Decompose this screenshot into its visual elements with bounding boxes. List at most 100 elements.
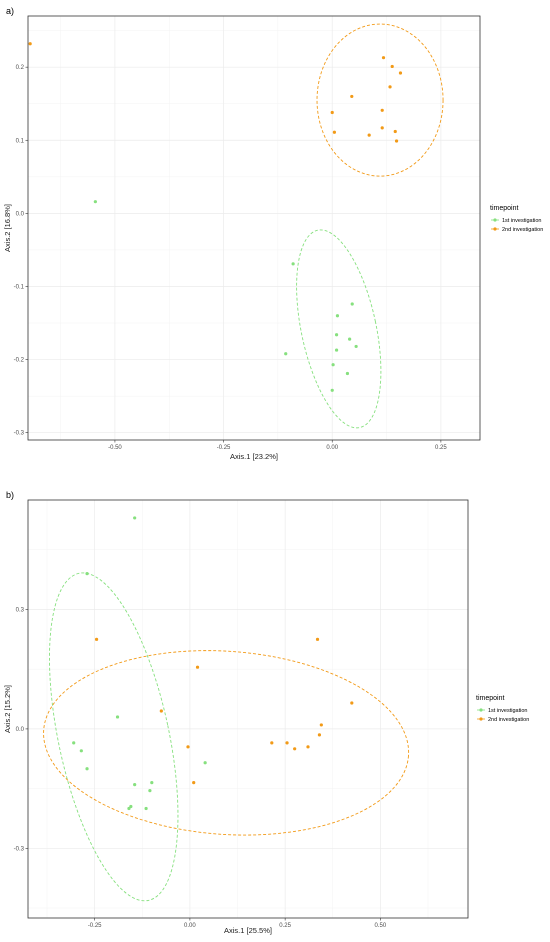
panel-a: a) -0.50 -0.25 0.00 0.25 0.2 0.1 0.0 -0.1 -0.2 -… [3, 6, 543, 461]
panel-a-x-axis-label: Axis.1 [23.2%] [230, 452, 278, 461]
panel-a-point-2nd [388, 85, 392, 89]
panel-b-legend: timepoint 1st investigation 2nd investig… [476, 695, 529, 723]
panel-b-point-2nd [350, 701, 354, 705]
panel-a-y-ticks: 0.2 0.1 0.0 -0.1 -0.2 -0.3 [14, 65, 28, 437]
panel-b-point-1st [72, 741, 76, 745]
panel-b-point-1st [203, 761, 207, 765]
panel-a-legend-title: timepoint [490, 205, 518, 212]
panel-b-point-2nd [285, 741, 289, 745]
panel-a-legend-label-2nd: 2nd investigation [502, 227, 543, 233]
panel-b-grid [28, 500, 468, 918]
panel-a-point-1st [335, 314, 340, 318]
panel-a-grid [28, 16, 480, 440]
panel-b-legend-key-dot-2nd [479, 717, 483, 721]
panel-b-point-2nd [159, 709, 163, 713]
panel-b-ellipses [43, 572, 410, 902]
panel-a-point-1st [331, 363, 335, 367]
panel-b-point-1st [127, 806, 131, 811]
panel-b-points [72, 516, 354, 811]
panel-a-plot-border [27, 15, 481, 441]
panel-a-y-tick-label: 0.0 [16, 211, 25, 217]
panel-a-y-tick-label: 0.1 [16, 138, 25, 144]
panel-b-y-tick-label: 0.0 [16, 727, 25, 733]
panel-b-point-2nd [315, 637, 320, 641]
panel-a-ellipses [296, 23, 444, 429]
panel-b-plot-border [27, 499, 469, 919]
panel-b-tag: b) [6, 490, 14, 500]
panel-a-point-2nd [367, 133, 371, 137]
panel-a-point-2nd [330, 110, 334, 115]
panel-b-ellipse-2nd [43, 650, 410, 836]
panel-b-point-1st [79, 749, 83, 753]
panel-b-point-1st [129, 804, 133, 809]
panel-b-point-2nd [319, 723, 323, 727]
panel-b-point-2nd [195, 665, 200, 669]
panel-b-ellipse-1st [49, 572, 179, 902]
panel-a-point-2nd [380, 108, 384, 112]
panel-a-legend-key-dot-1st [493, 218, 497, 222]
panel-b-legend-item-1st: 1st investigation [477, 708, 527, 714]
panel-a-point-2nd [28, 42, 32, 46]
panel-b-point-1st [133, 516, 137, 520]
panel-a-point-1st [348, 337, 352, 341]
panel-a-point-2nd [393, 129, 397, 134]
panel-b-point-1st [148, 789, 152, 793]
panel-a-point-2nd [380, 126, 384, 130]
panel-b-legend-key-dot-1st [479, 708, 483, 712]
panel-b-point-2nd [94, 637, 99, 641]
panel-b-x-axis-label: Axis.1 [25.5%] [224, 926, 272, 935]
panel-a-point-2nd [381, 56, 386, 60]
panel-b-legend-label-2nd: 2nd investigation [488, 717, 529, 723]
panel-a-point-1st [334, 333, 339, 337]
panel-a-point-1st [291, 262, 295, 266]
panel-b-x-tick-label: 0.25 [279, 923, 291, 929]
panel-b-y-ticks: 0.3 0.0 -0.3 [14, 607, 28, 852]
panel-b: b) -0.25 0.00 0.25 0.50 0.3 0.0 -0.3 Axis.1 [… [3, 490, 529, 935]
panel-a-x-tick-label: 0.25 [435, 445, 447, 451]
panel-a-x-tick-label: -0.50 [108, 445, 122, 451]
panel-b-x-ticks: -0.25 0.00 0.25 0.50 [88, 918, 387, 929]
panel-a-point-2nd [350, 94, 354, 99]
panel-a-point-2nd [390, 64, 394, 69]
panel-b-point-2nd [192, 781, 196, 785]
panel-a-point-1st [284, 352, 288, 356]
panel-b-point-1st [115, 715, 120, 719]
panel-b-legend-label-1st: 1st investigation [488, 708, 527, 714]
panel-b-point-2nd [317, 733, 322, 737]
panel-b-point-1st [85, 572, 89, 576]
panel-a-y-axis-label: Axis.2 [16.8%] [3, 204, 12, 252]
panel-a-y-tick-label: 0.2 [16, 65, 25, 71]
panel-a-point-1st [354, 344, 358, 349]
panel-a-legend-item-1st: 1st investigation [491, 218, 541, 224]
panel-a-points [28, 42, 403, 392]
panel-b-y-tick-label: -0.3 [14, 846, 25, 852]
panel-b-point-1st [144, 806, 148, 811]
panel-a-point-2nd [398, 71, 403, 75]
panel-b-point-1st [150, 781, 154, 785]
panel-b-point-1st [85, 767, 89, 771]
panel-b-point-1st [133, 783, 137, 787]
panel-b-legend-item-2nd: 2nd investigation [477, 717, 529, 723]
panel-b-x-tick-label: 0.50 [375, 923, 387, 929]
panel-a-point-1st [350, 302, 354, 306]
panel-a-point-1st [93, 200, 97, 204]
panel-b-point-2nd [186, 745, 190, 749]
panel-a-tag: a) [6, 6, 14, 16]
panel-a-x-ticks: -0.50 -0.25 0.00 0.25 [108, 440, 447, 451]
panel-a-y-tick-label: -0.2 [14, 358, 25, 364]
panel-a-point-1st [334, 348, 339, 352]
panel-a-legend-label-1st: 1st investigation [502, 218, 541, 224]
panel-a-legend-key-dot-2nd [493, 227, 497, 231]
panel-b-y-tick-label: 0.3 [16, 607, 25, 613]
panel-a-point-2nd [332, 130, 337, 134]
panel-a-y-tick-label: -0.1 [14, 284, 25, 290]
panel-a-ellipse-2nd [316, 23, 444, 177]
panel-a-ellipse-1st [296, 229, 382, 429]
panel-a-x-tick-label: 0.00 [326, 445, 338, 451]
panel-a-point-1st [330, 388, 334, 392]
panel-b-point-2nd [270, 741, 274, 745]
panel-b-point-2nd [293, 747, 297, 751]
panel-a-y-tick-label: -0.3 [14, 431, 25, 437]
